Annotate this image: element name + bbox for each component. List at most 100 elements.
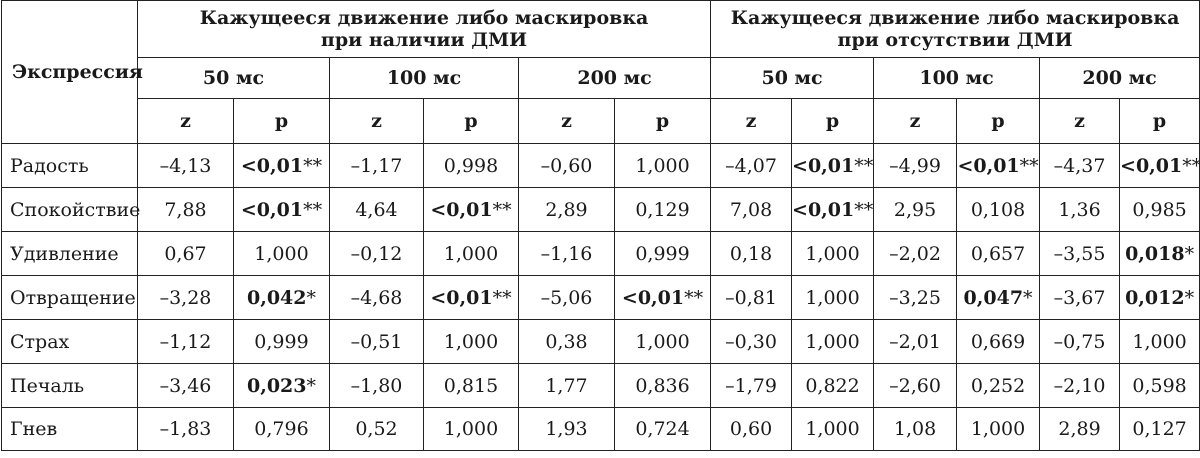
z-value-cell: –0,12 xyxy=(329,231,424,276)
z-value: –0,81 xyxy=(725,286,777,309)
significance-marker: * xyxy=(306,374,317,397)
p-column-header: p xyxy=(1119,98,1200,144)
p-value: 1,000 xyxy=(635,154,690,177)
z-value-cell: –1,16 xyxy=(518,231,615,276)
z-value: –0,60 xyxy=(540,154,593,177)
z-value-cell: –0,75 xyxy=(1039,319,1121,364)
z-value-cell: 1,77 xyxy=(518,363,615,408)
p-value-cell: 0,999 xyxy=(233,319,330,364)
table-row: Гнев –1,83 0,796 0,52 1,000 1,93 0,724 0,60 1,00… xyxy=(1,407,1200,451)
z-value-cell: 7,88 xyxy=(137,187,234,232)
group-header-with-dmi: Кажущееся движение либо маскировка при н… xyxy=(136,0,712,58)
z-value-cell: –1,80 xyxy=(329,363,424,408)
p-value-cell: 0,999 xyxy=(613,231,712,276)
p-value-cell: 0,796 xyxy=(233,407,330,451)
z-value: –4,37 xyxy=(1053,154,1106,177)
z-value: –1,79 xyxy=(725,374,777,397)
z-value-cell: –3,55 xyxy=(1039,231,1121,276)
p-value-cell: 1,000 xyxy=(423,407,519,451)
p-value: 0,598 xyxy=(1132,374,1187,397)
group-header-line1: Кажущееся движение либо маскировка xyxy=(730,7,1180,29)
p-value-cell: 0,108 xyxy=(956,187,1041,232)
p-value: 1,000 xyxy=(970,418,1026,440)
p-value: 0,108 xyxy=(970,198,1026,221)
p-value-cell: 1,000 xyxy=(613,143,712,188)
z-value: 4,64 xyxy=(355,198,398,221)
row-label: Страх xyxy=(1,319,138,364)
z-value-cell: –1,83 xyxy=(137,407,234,451)
p-value-cell: <0,01** xyxy=(791,143,875,188)
p-value-cell: <0,01** xyxy=(613,275,712,320)
p-column-header: p xyxy=(956,98,1041,144)
p-value-cell: <0,01** xyxy=(423,275,519,320)
p-value-cell: 0,657 xyxy=(956,231,1041,276)
z-value-cell: 2,95 xyxy=(873,187,958,232)
p-value: 0,724 xyxy=(635,418,690,440)
z-value-cell: –2,10 xyxy=(1039,363,1121,408)
p-value-cell: <0,01** xyxy=(233,143,330,188)
p-value-cell: <0,01** xyxy=(956,143,1041,188)
z-value: 2,95 xyxy=(893,198,937,221)
z-column-header: z xyxy=(137,98,234,144)
group-header-line2: при отсутствии ДМИ xyxy=(837,29,1073,51)
z-value-cell: 1,93 xyxy=(518,407,615,451)
row-label: Радость xyxy=(1,143,138,188)
significance-marker: ** xyxy=(303,154,323,177)
significance-marker: ** xyxy=(492,198,512,221)
p-value-cell: 1,000 xyxy=(791,319,875,364)
row-label: Отвращение xyxy=(1,275,138,320)
p-value-cell: 0,985 xyxy=(1119,187,1200,232)
table-row: Спокойствие 7,88 <0,01** 4,64 <0,01** 2,89 0,1… xyxy=(1,187,1200,232)
z-value-cell: –4,13 xyxy=(137,143,234,188)
z-column-header: z xyxy=(1039,98,1121,144)
group-header-line1: Кажущееся движение либо маскировка xyxy=(199,7,649,29)
significance-marker: ** xyxy=(303,198,323,221)
z-value: –0,12 xyxy=(350,242,403,265)
z-value: –4,99 xyxy=(889,154,941,177)
row-label: Удивление xyxy=(1,231,138,276)
p-value: 1,000 xyxy=(254,242,309,265)
p-value: 1,000 xyxy=(635,330,690,353)
z-column-header: z xyxy=(710,98,793,144)
z-value: 1,93 xyxy=(545,418,588,440)
p-value-cell: <0,01** xyxy=(233,187,330,232)
p-value: 0,999 xyxy=(635,242,690,265)
p-value: 0,669 xyxy=(970,330,1026,353)
p-value: 0,999 xyxy=(254,330,309,353)
z-value-cell: –4,07 xyxy=(710,143,793,188)
z-value: 2,89 xyxy=(545,198,588,221)
z-value: –1,12 xyxy=(159,330,212,353)
p-value-cell: 0,012* xyxy=(1119,275,1200,320)
p-column-header: p xyxy=(233,98,330,144)
z-value: 7,88 xyxy=(164,198,207,221)
p-value: 0,822 xyxy=(805,374,860,397)
table-body: Радость –4,13 <0,01** –1,17 0,998 –0,60 1,000–… xyxy=(1,143,1200,451)
significance-marker: ** xyxy=(854,198,874,221)
p-value: 0,252 xyxy=(970,374,1026,397)
z-value: –4,13 xyxy=(159,154,212,177)
z-value: –4,07 xyxy=(725,154,777,177)
p-value-cell: 1,000 xyxy=(791,231,875,276)
group-header-line2: при наличии ДМИ xyxy=(320,29,528,51)
p-value: <0,01 xyxy=(621,286,685,309)
p-value: 0,012 xyxy=(1125,286,1185,309)
z-value: –2,10 xyxy=(1053,374,1106,397)
p-value: <0,01 xyxy=(792,154,855,177)
significance-marker: ** xyxy=(854,154,874,177)
significance-marker: ** xyxy=(1182,154,1200,177)
table-row: Печаль –3,46 0,023* –1,80 0,815 1,77 0,836 –1,7… xyxy=(1,363,1200,408)
duration-header: 200 мс xyxy=(517,57,712,99)
significance-marker: * xyxy=(306,286,317,309)
z-value-cell: –4,37 xyxy=(1039,143,1121,188)
row-label: Спокойствие xyxy=(1,187,140,232)
significance-marker: * xyxy=(1023,286,1033,309)
table-row: Радость –4,13 <0,01** –1,17 0,998 –0,60 1,000–… xyxy=(1,143,1200,188)
p-value: 1,000 xyxy=(805,330,860,353)
z-value-cell: 4,64 xyxy=(329,187,424,232)
p-value-cell: 1,000 xyxy=(791,275,875,320)
p-value: 1,000 xyxy=(443,242,499,265)
p-value: 0,127 xyxy=(1132,418,1187,440)
p-value: 0,815 xyxy=(443,374,499,397)
z-value-cell: 0,18 xyxy=(710,231,793,276)
p-value-cell: 0,047* xyxy=(956,275,1041,320)
